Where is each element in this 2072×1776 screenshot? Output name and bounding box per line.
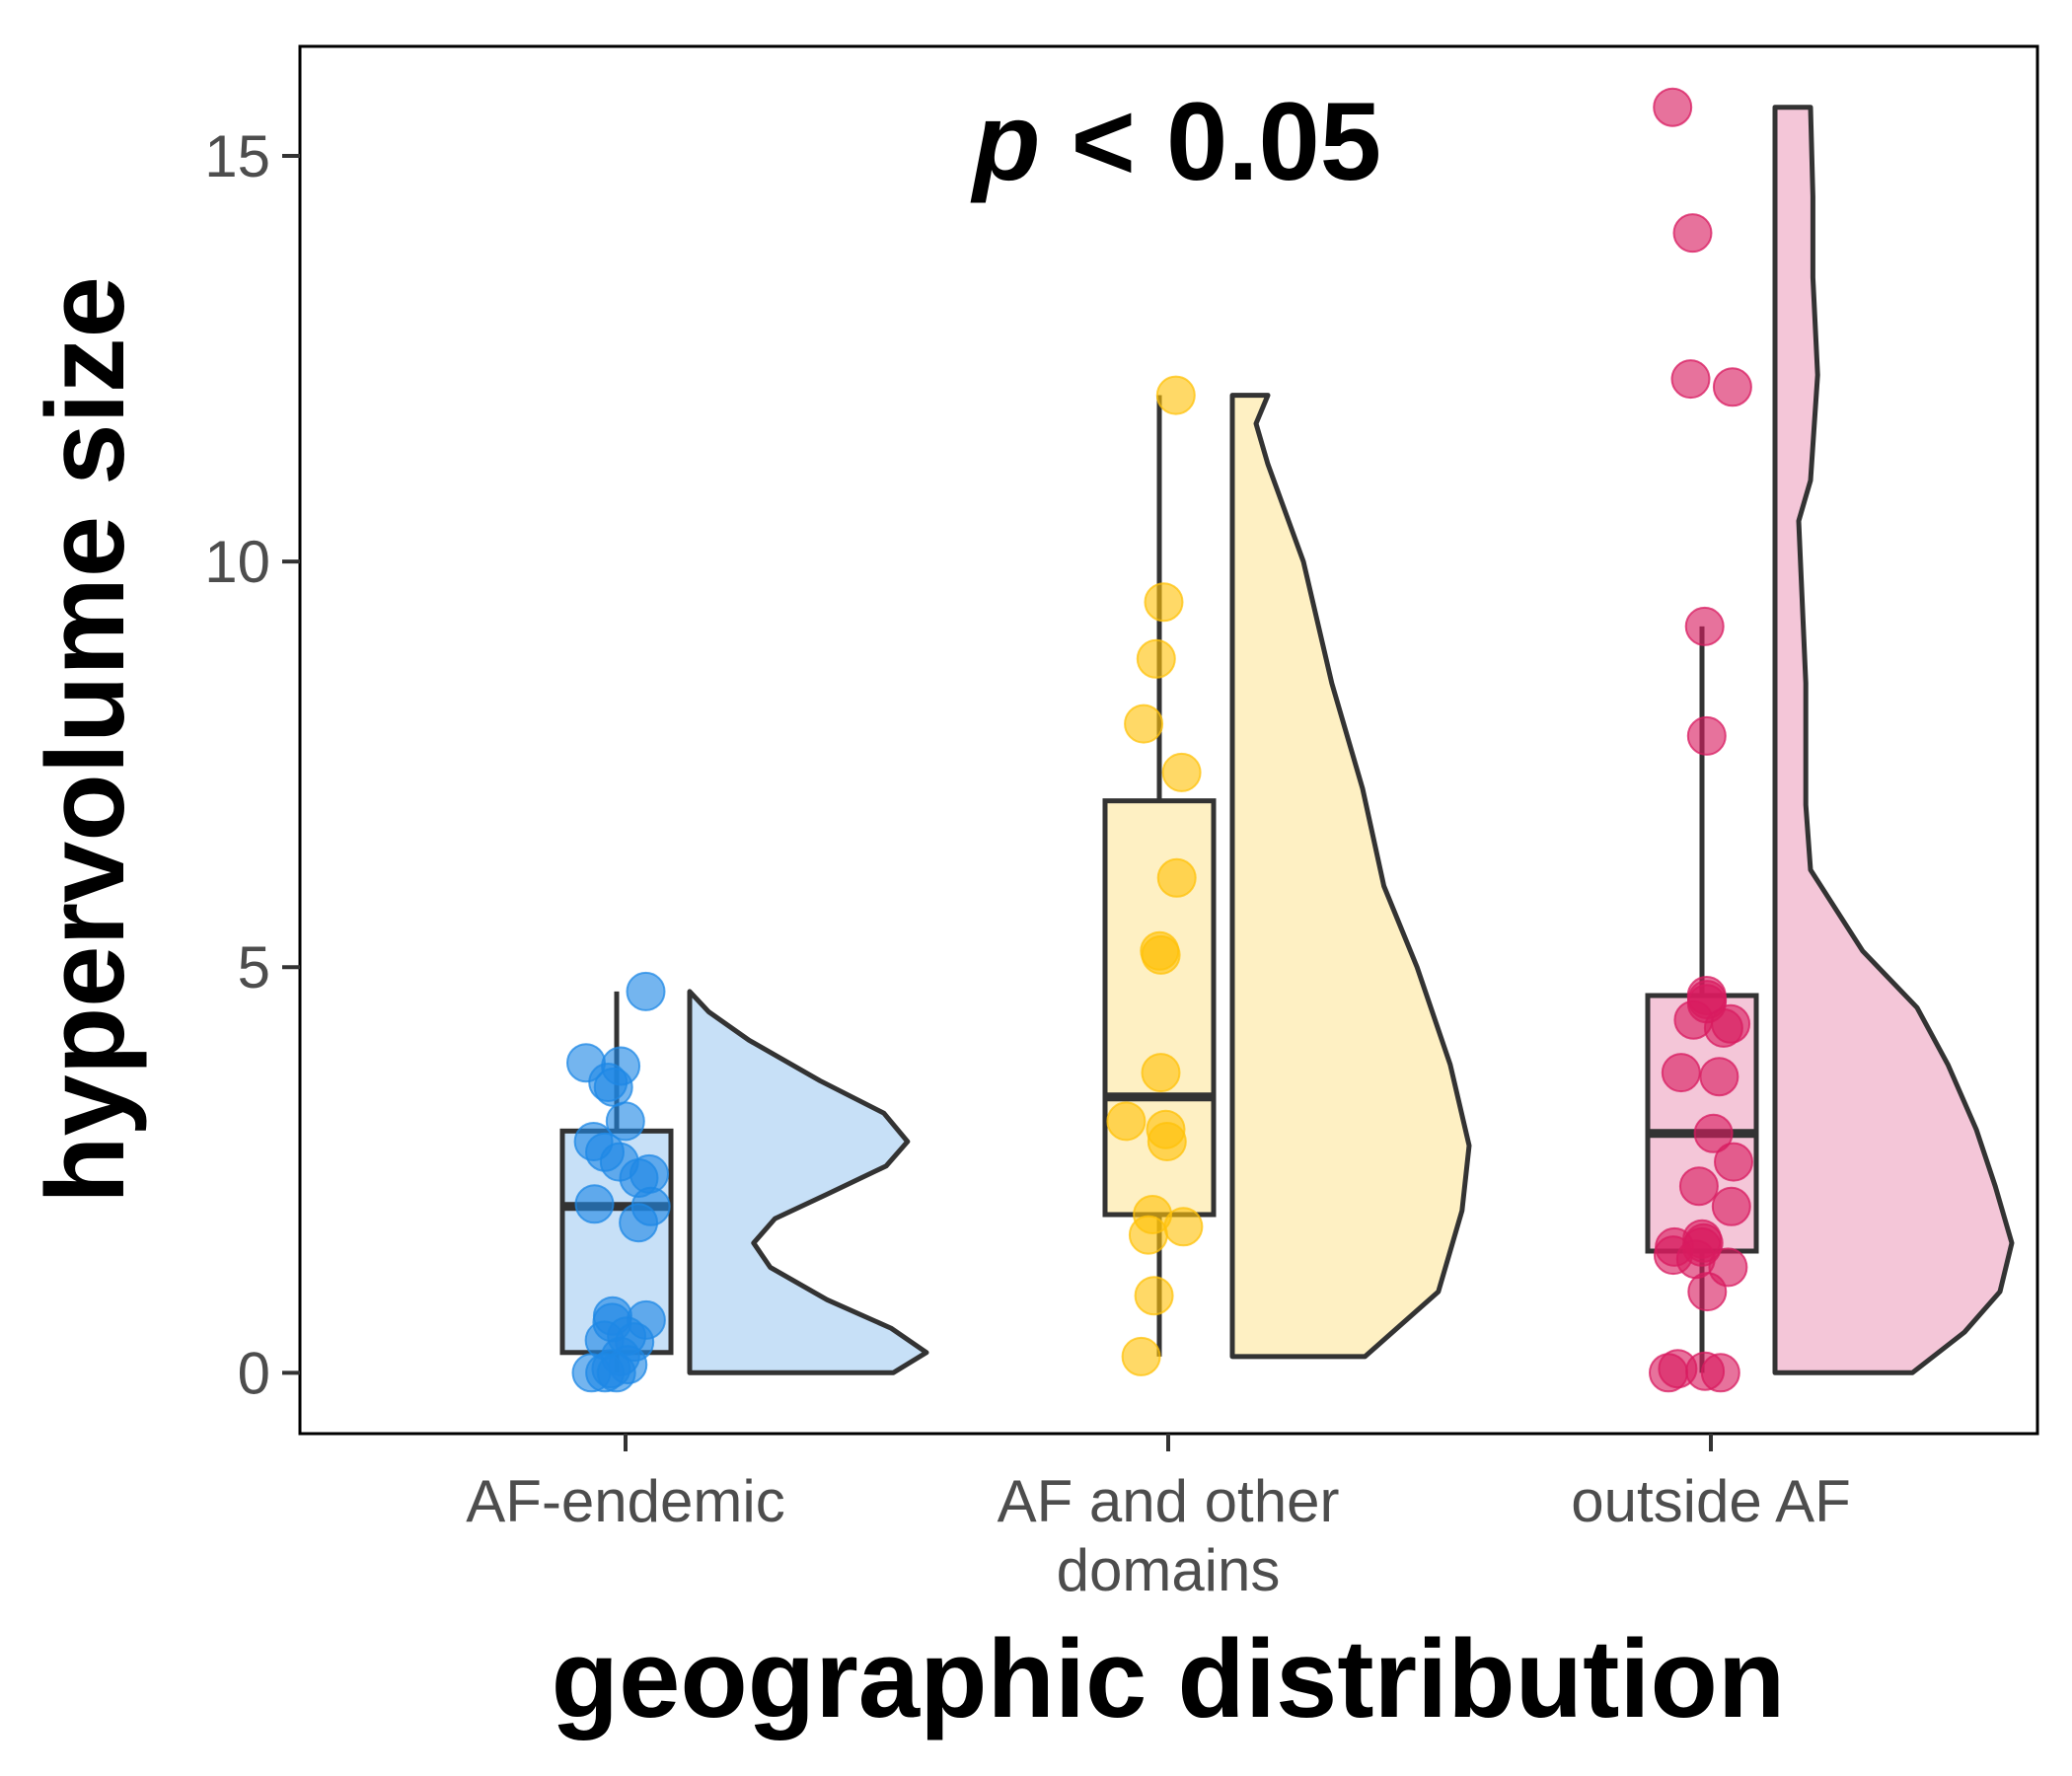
data-point: [1128, 1215, 1168, 1255]
data-point: [596, 1353, 636, 1393]
data-point: [1712, 367, 1752, 407]
data-point: [1161, 752, 1202, 792]
data-point: [1163, 1207, 1204, 1247]
data-point: [1670, 359, 1711, 400]
y-tick-label-10: 10: [204, 529, 270, 595]
data-point: [1703, 1007, 1743, 1048]
data-point: [1121, 1336, 1161, 1376]
data-point: [1156, 857, 1197, 898]
data-point: [1699, 1057, 1739, 1097]
data-point: [605, 1101, 645, 1142]
data-point: [1678, 1166, 1719, 1207]
data-point: [593, 1067, 633, 1107]
y-tick-label-5: 5: [238, 934, 270, 1000]
y-tick-label-0: 0: [238, 1340, 270, 1406]
p-value-threshold: < 0.05: [1040, 80, 1381, 203]
data-point: [1714, 1142, 1753, 1182]
data-point: [1653, 87, 1693, 127]
data-point: [1134, 1276, 1174, 1316]
data-point: [1687, 1272, 1728, 1312]
p-value-symbol: p: [970, 80, 1040, 203]
x-axis-title: geographic distribution: [552, 1617, 1786, 1740]
data-point: [626, 971, 666, 1011]
data-point: [1672, 213, 1713, 254]
y-tick-label-15: 15: [204, 123, 270, 189]
x-tick-label-3: outside AF: [1571, 1468, 1851, 1534]
density-cloud-1: [687, 989, 929, 1375]
x-tick-label-1: AF-endemic: [466, 1468, 784, 1534]
data-point: [1700, 1353, 1740, 1393]
data-point: [1686, 715, 1727, 756]
density-cloud-3: [1772, 105, 2015, 1375]
data-point: [1141, 1053, 1181, 1093]
density-cloud-2: [1229, 393, 1472, 1360]
data-point: [1693, 1113, 1734, 1153]
p-value-annotation: p < 0.05: [970, 80, 1381, 203]
data-point: [1141, 934, 1181, 975]
x-tick-label-2: AF and other domains: [998, 1468, 1340, 1603]
x-tick-label-line: outside AF: [1571, 1468, 1851, 1534]
data-point: [1144, 582, 1184, 623]
x-tick-label-line: domains: [1057, 1537, 1281, 1603]
data-point: [1147, 1122, 1187, 1161]
data-point: [1684, 606, 1725, 646]
data-point: [1711, 1186, 1751, 1226]
data-point: [1155, 375, 1196, 415]
x-tick-label-line: AF and other: [998, 1468, 1340, 1534]
data-point: [1649, 1353, 1688, 1393]
data-point: [1124, 703, 1164, 744]
data-point: [619, 1203, 659, 1243]
density-clouds: [687, 105, 2015, 1375]
data-point: [574, 1184, 615, 1224]
data-point: [1106, 1101, 1147, 1142]
data-points: [566, 87, 1753, 1393]
data-point: [1661, 1053, 1701, 1093]
y-axis-title: hypervolume size: [24, 276, 147, 1204]
data-point: [1136, 638, 1176, 679]
axes: AF-endemic AF and other domains outside AF 0…: [204, 123, 1851, 1603]
x-tick-label-line: AF-endemic: [466, 1468, 784, 1534]
